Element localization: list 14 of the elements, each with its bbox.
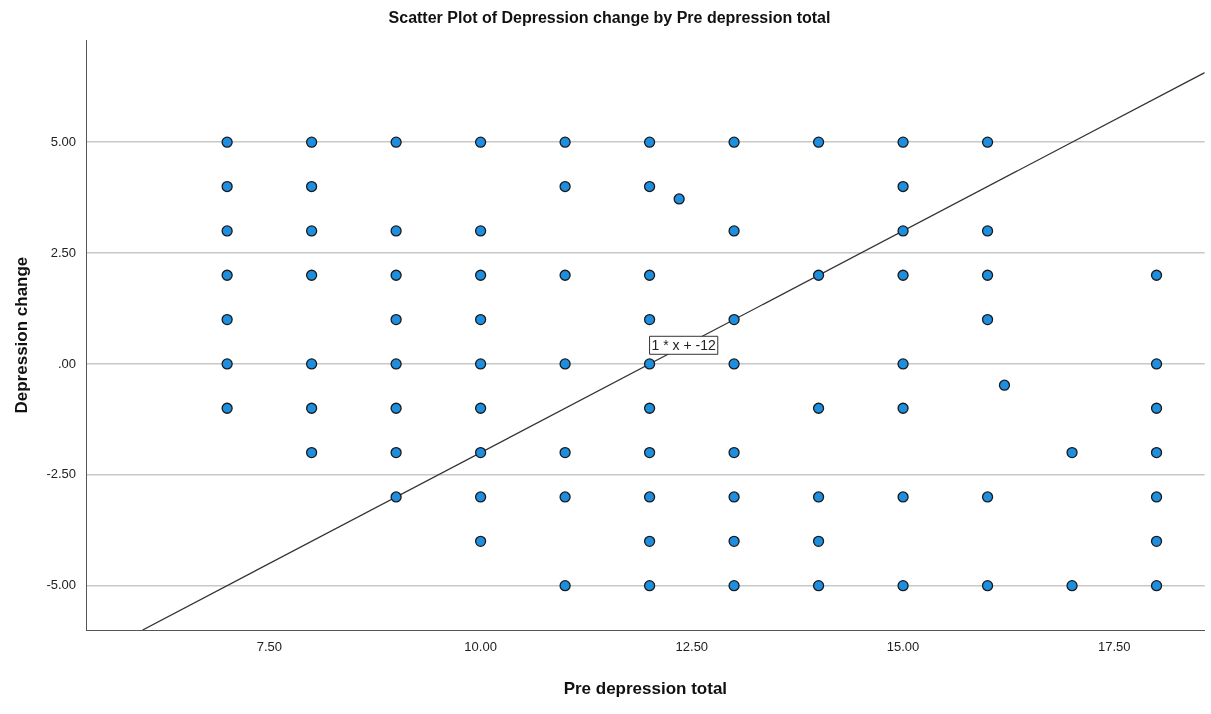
chart-title: Scatter Plot of Depression change by Pre depression total (388, 9, 831, 27)
x-tick-label: 7.50 (256, 639, 283, 655)
y-tick-label: -5.00 (46, 577, 77, 593)
x-tick-label: 12.50 (675, 639, 709, 655)
y-tick-label: 2.50 (50, 244, 77, 260)
x-tick-label: 15.00 (886, 639, 920, 655)
y-tick-label: .00 (57, 355, 77, 371)
y-tick-label: 5.00 (50, 133, 77, 149)
x-tick-label: 17.50 (1098, 639, 1131, 655)
annotation: 1 * x + -12 (651, 337, 716, 354)
y-axis-title: Depression change (11, 256, 31, 414)
x-axis-title: Pre depression total (563, 679, 728, 699)
y-tick-label: -2.50 (46, 466, 77, 482)
x-tick-label: 10.00 (464, 639, 497, 655)
